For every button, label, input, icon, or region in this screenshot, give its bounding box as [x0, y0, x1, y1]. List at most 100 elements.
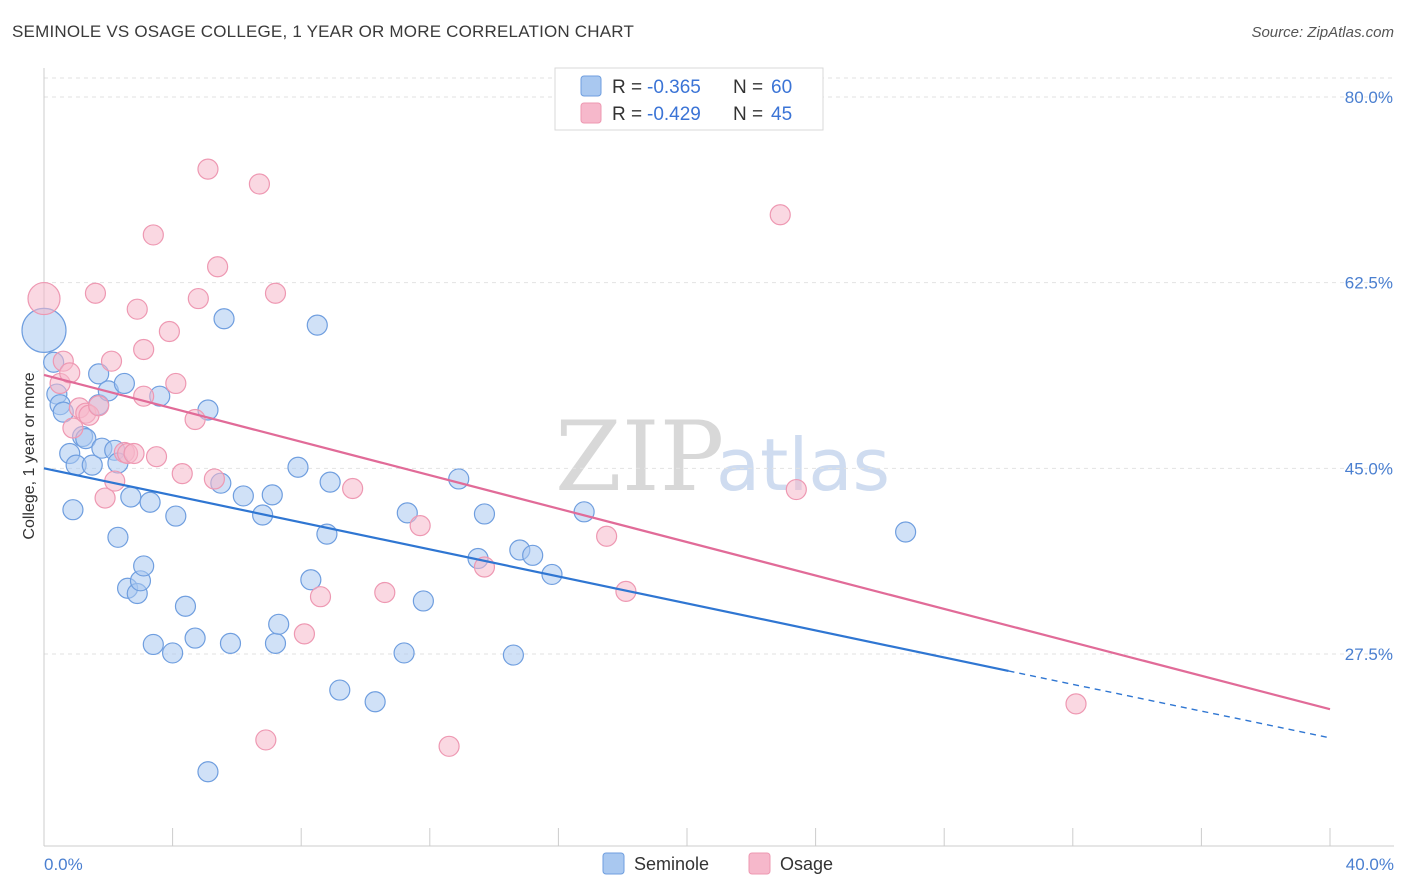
seminole-point	[300, 569, 322, 591]
osage-point	[187, 287, 209, 310]
osage-point	[133, 338, 155, 361]
osage-point	[1065, 693, 1087, 715]
trend-lines	[43, 373, 1331, 739]
seminole-point	[319, 471, 341, 493]
seminole-point	[396, 502, 418, 524]
seminole-point	[232, 485, 254, 507]
osage-point	[309, 586, 332, 608]
osage-point	[197, 158, 219, 180]
osage-point	[255, 729, 277, 751]
seminole-point	[522, 544, 544, 566]
watermark-zip: ZIP	[555, 401, 724, 513]
osage-point	[84, 282, 107, 304]
seminole-point	[133, 555, 155, 577]
y-axis-title: College, 1 year or more	[21, 372, 38, 539]
osage-point	[409, 515, 431, 537]
osage-point	[126, 298, 148, 320]
osage-point	[248, 173, 271, 195]
osage-point	[165, 372, 187, 395]
osage-point	[342, 477, 364, 500]
gridlines	[44, 77, 1394, 655]
bottom-legend-seminole-swatch	[602, 852, 625, 875]
seminole-point	[88, 363, 110, 385]
y-tick-label: 80.0%	[1345, 88, 1393, 107]
x-ticks	[43, 828, 1331, 846]
seminole-point	[120, 486, 142, 508]
osage-point	[158, 320, 180, 343]
osage-point	[769, 204, 791, 226]
seminole-point	[162, 642, 184, 664]
seminole-point	[264, 632, 287, 654]
y-tick-label: 62.5%	[1345, 274, 1393, 293]
seminole-point	[197, 761, 219, 783]
osage-point	[438, 735, 460, 757]
osage-point	[785, 478, 807, 501]
axes	[43, 68, 1394, 847]
seminole-point	[573, 501, 595, 523]
legend-seminole-n-value: 60	[771, 77, 792, 98]
seminole-point	[213, 308, 235, 330]
seminole-trend-line	[43, 467, 1009, 673]
osage-point	[374, 581, 396, 604]
x-tick-label-min: 0.0%	[44, 855, 83, 874]
bottom-legend-osage-swatch	[748, 852, 771, 875]
osage-point	[100, 350, 123, 372]
legend-osage-r-value: -0.429	[647, 104, 701, 125]
osage-point	[145, 446, 168, 468]
bottom-legend-osage-label: Osage	[780, 854, 833, 874]
seminole-point	[268, 613, 290, 635]
seminole-point	[502, 644, 524, 666]
osage-point	[171, 463, 193, 485]
seminole-point	[174, 595, 197, 617]
seminole-point	[329, 679, 351, 701]
legend-seminole-r-label: R =	[612, 77, 642, 98]
osage-point	[264, 282, 287, 304]
osage-point	[62, 417, 84, 439]
legend-seminole-r-value: -0.365	[647, 77, 701, 98]
seminole-point	[448, 468, 470, 490]
legend-osage-swatch	[580, 102, 602, 124]
seminole-point	[895, 521, 917, 543]
legend-osage-n-label: N =	[733, 104, 763, 125]
y-tick-label: 45.0%	[1345, 459, 1393, 478]
osage-point	[142, 224, 164, 246]
legend-seminole-n-label: N =	[733, 77, 763, 98]
seminole-point	[113, 372, 135, 395]
seminole-point	[139, 491, 161, 513]
seminole-point	[184, 627, 206, 649]
osage-point	[94, 487, 116, 509]
x-tick-label-max: 40.0%	[1346, 855, 1394, 874]
seminole-point	[142, 633, 164, 656]
osage-point	[123, 442, 145, 465]
y-tick-label: 27.5%	[1345, 645, 1393, 664]
seminole-trend-extension	[1008, 670, 1331, 739]
legend-osage-r-label: R =	[612, 104, 642, 125]
osage-point	[88, 395, 110, 417]
seminole-point	[261, 484, 283, 506]
seminole-point	[219, 632, 242, 654]
osage-point	[596, 525, 618, 547]
seminole-point	[393, 642, 415, 664]
seminole-point	[81, 454, 103, 476]
seminole-point	[473, 503, 496, 525]
seminole-point	[62, 499, 84, 521]
seminole-point	[306, 314, 328, 336]
seminole-point	[364, 691, 386, 713]
osage-point	[59, 362, 81, 384]
seminole-points	[21, 307, 917, 783]
osage-point	[27, 281, 61, 316]
osage-point	[207, 256, 229, 278]
osage-point	[203, 468, 225, 490]
seminole-point	[287, 456, 309, 478]
seminole-point	[107, 526, 129, 548]
bottom-legend-seminole-label: Seminole	[634, 854, 709, 874]
osage-trend-line	[43, 373, 1331, 711]
legend-osage-n-value: 45	[771, 104, 792, 125]
osage-point	[293, 623, 316, 645]
chart-title: SEMINOLE VS OSAGE COLLEGE, 1 YEAR OR MOR…	[12, 22, 635, 41]
seminole-point	[165, 505, 187, 527]
y-tick-labels: 27.5% 45.0% 62.5% 80.0%	[1345, 88, 1393, 664]
legend-box: R = -0.365 N = 60 R = -0.429 N = 45	[554, 67, 824, 131]
source-credit: Source: ZipAtlas.com	[1251, 24, 1394, 41]
